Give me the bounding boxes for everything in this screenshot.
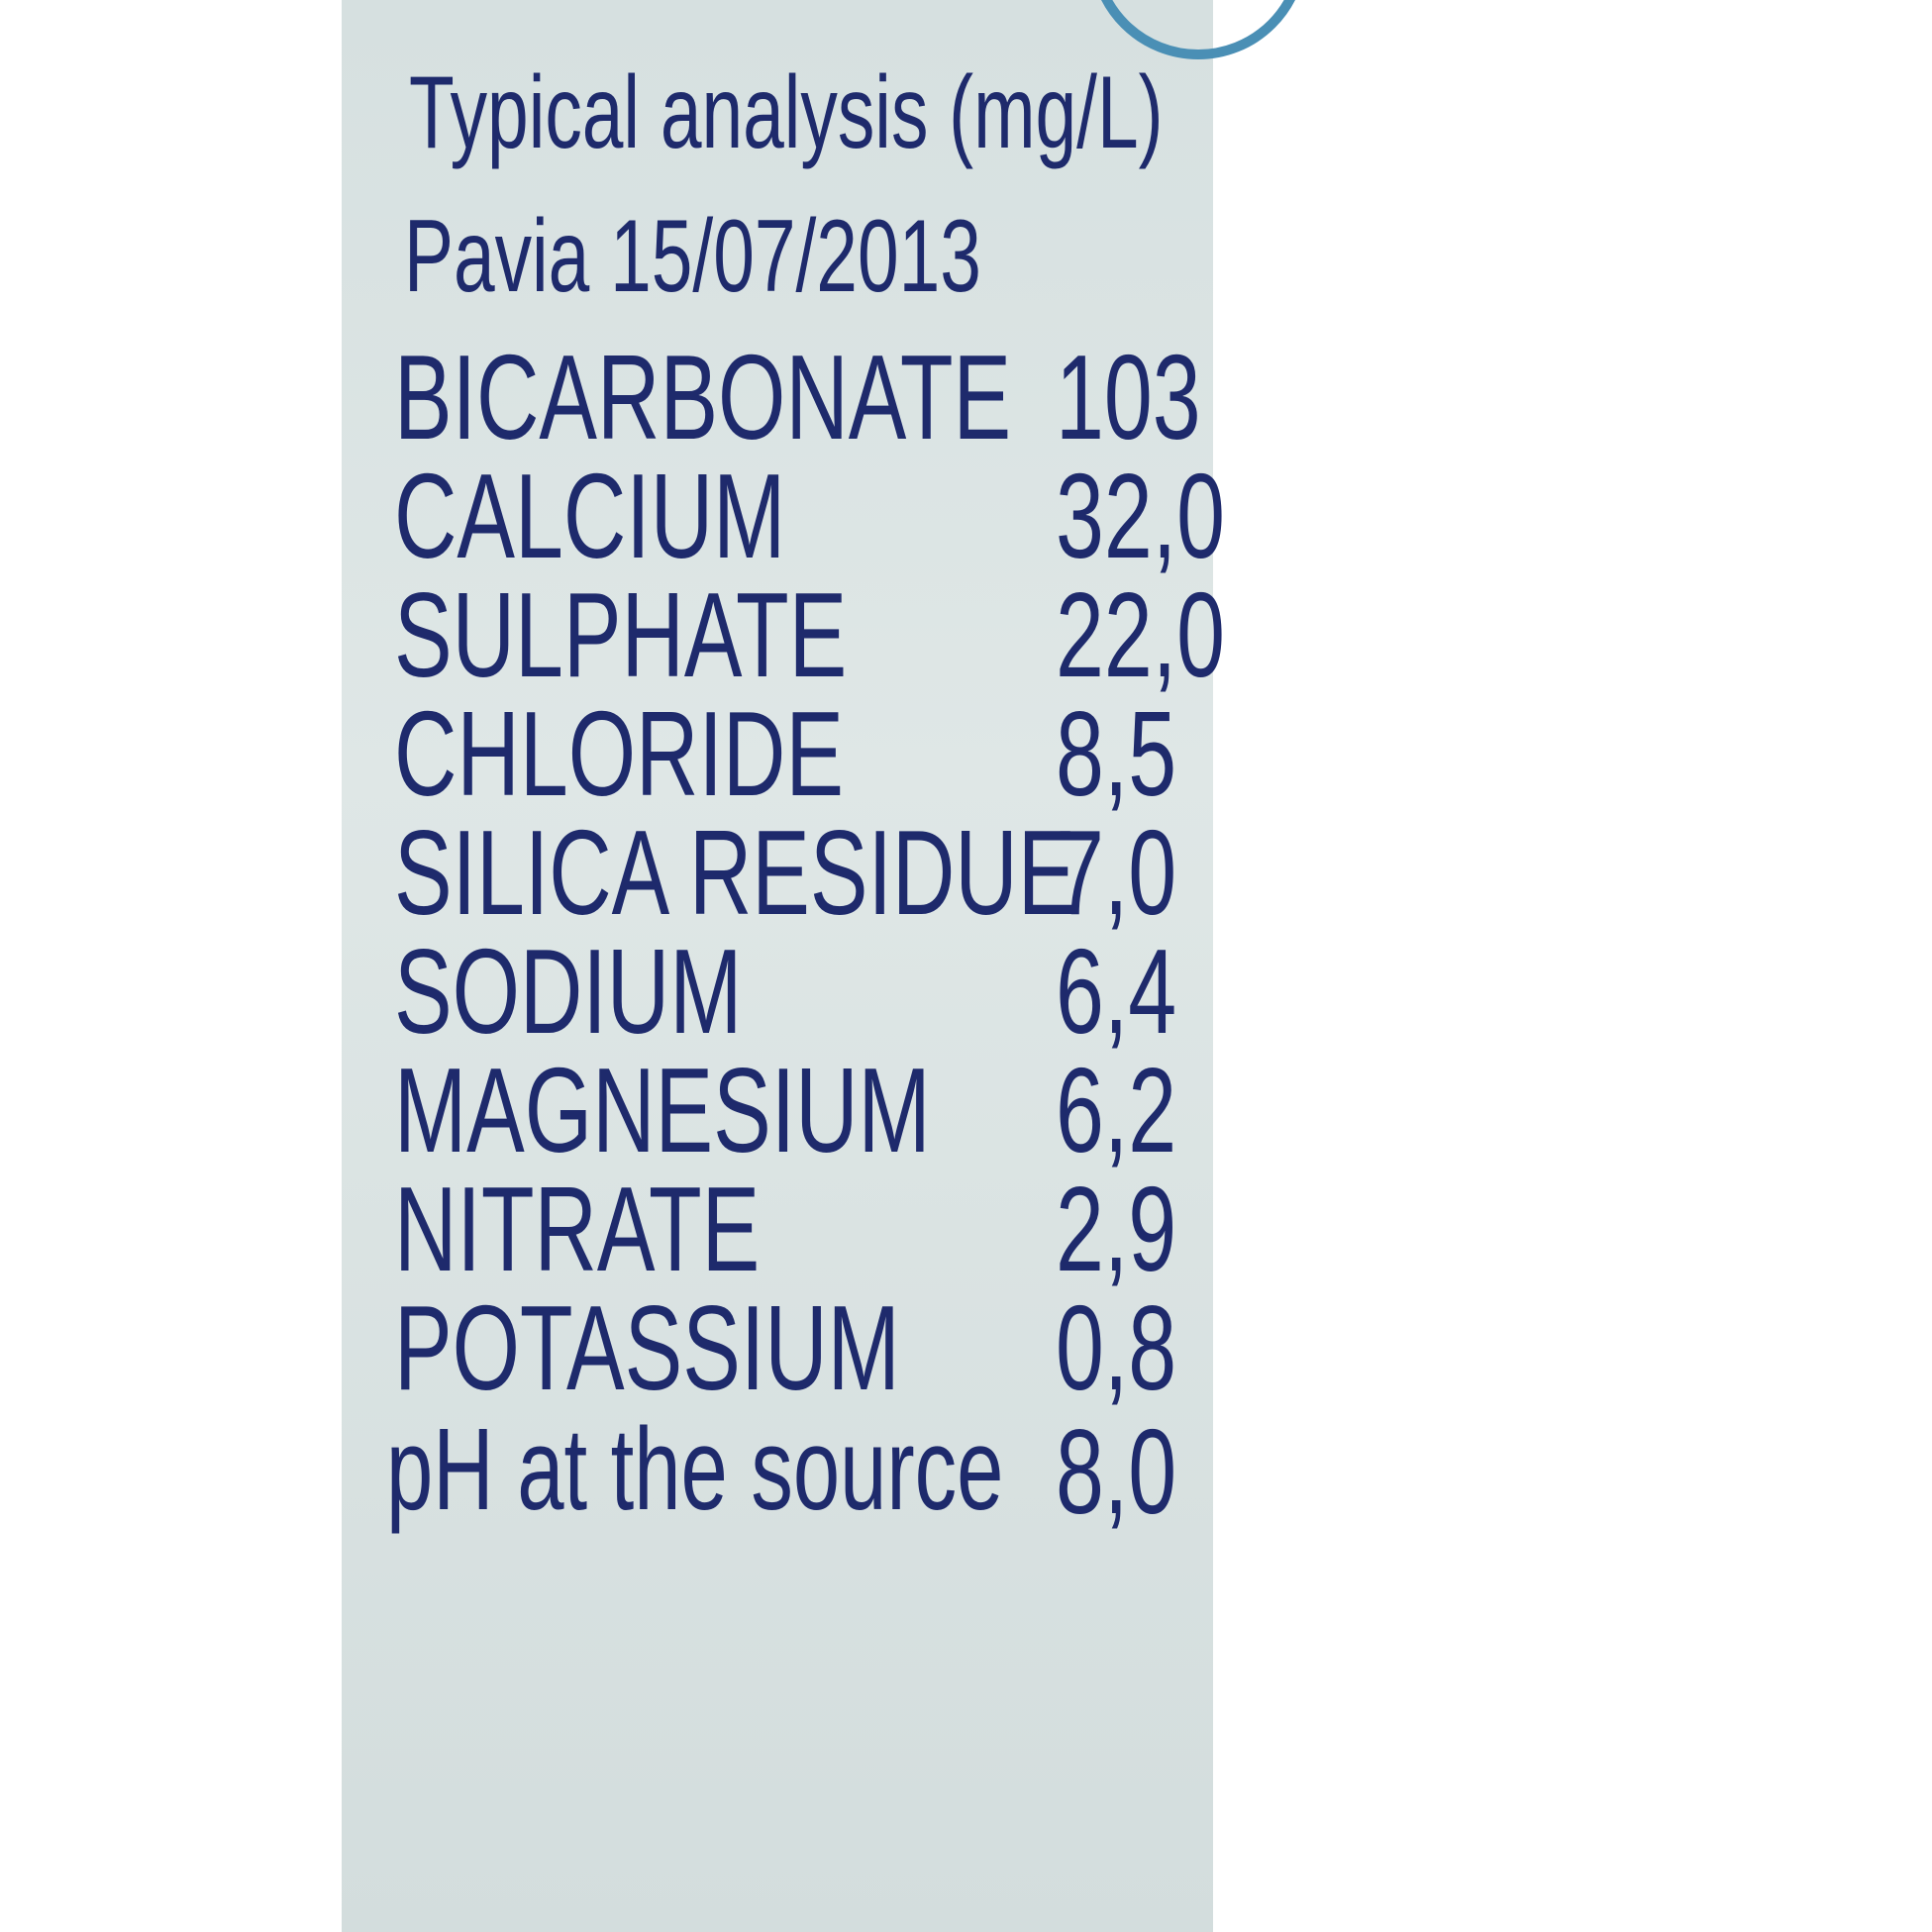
analyte-value: 0,8 [1056, 1280, 1177, 1415]
analyte-value: 8,5 [1056, 686, 1177, 821]
analyte-name: SODIUM [394, 924, 743, 1059]
analyte-value: 2,9 [1056, 1162, 1177, 1296]
analyte-value: 6,2 [1056, 1043, 1177, 1177]
analyte-value: 8,0 [1056, 1404, 1177, 1539]
analyte-value: 7,0 [1056, 805, 1177, 940]
analyte-name: BICARBONATE [394, 330, 1012, 464]
analyte-value: 22,0 [1056, 567, 1225, 702]
analyte-name: MAGNESIUM [394, 1043, 931, 1177]
analyte-name: CALCIUM [394, 449, 786, 583]
analyte-name: CHLORIDE [394, 686, 844, 821]
analyte-value: 6,4 [1056, 924, 1177, 1059]
label-panel [342, 0, 1213, 1932]
analysis-date: Pavia 15/07/2013 [404, 199, 981, 314]
analysis-title: Typical analysis (mg/L) [409, 55, 1164, 170]
analyte-value: 103 [1056, 330, 1201, 464]
analyte-name: pH at the source [386, 1404, 1004, 1535]
analyte-name: NITRATE [394, 1162, 761, 1296]
analyte-value: 32,0 [1056, 449, 1225, 583]
analyte-name: SULPHATE [394, 567, 848, 702]
analyte-name: SILICA RESIDUE [394, 805, 1076, 940]
analyte-name: POTASSIUM [394, 1280, 900, 1415]
